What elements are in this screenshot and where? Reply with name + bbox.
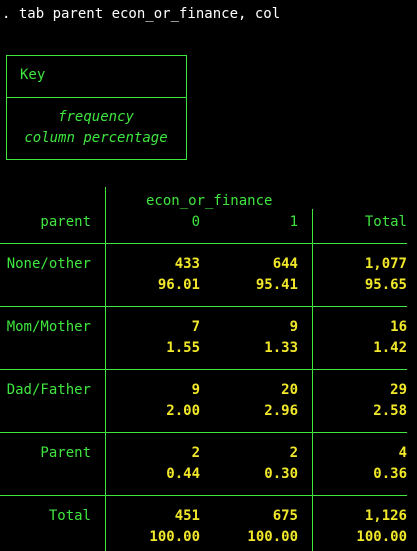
row-rule-1 bbox=[0, 306, 407, 307]
cell-pct-total: 100.00 bbox=[307, 529, 407, 545]
cell-pct-total: 1.42 bbox=[307, 340, 407, 356]
cell-freq: 451 bbox=[120, 508, 200, 524]
key-line-frequency: frequency bbox=[6, 109, 186, 125]
cell-freq: 9 bbox=[218, 319, 298, 335]
key-box-right-border bbox=[186, 55, 187, 160]
cell-pct: 100.00 bbox=[218, 529, 298, 545]
row-variable-header: parent bbox=[0, 214, 91, 230]
row-label-total: Total bbox=[0, 508, 91, 524]
cell-freq: 9 bbox=[120, 382, 200, 398]
cell-pct: 2.00 bbox=[120, 403, 200, 419]
cell-pct: 1.33 bbox=[218, 340, 298, 356]
cell-pct-total: 0.36 bbox=[307, 466, 407, 482]
command-line: . tab parent econ_or_finance, col bbox=[2, 6, 280, 22]
header-rule bbox=[0, 243, 407, 244]
row-label-none-other: None/other bbox=[0, 256, 91, 272]
cell-freq: 644 bbox=[218, 256, 298, 272]
key-box-top-border bbox=[6, 55, 186, 56]
cell-freq-total: 1,126 bbox=[307, 508, 407, 524]
cell-freq-total: 4 bbox=[307, 445, 407, 461]
cell-freq: 7 bbox=[120, 319, 200, 335]
cell-pct: 96.01 bbox=[120, 277, 200, 293]
row-rule-4 bbox=[0, 495, 407, 496]
column-variable-header: econ_or_finance bbox=[146, 193, 272, 209]
row-rule-2 bbox=[0, 369, 407, 370]
cell-freq-total: 29 bbox=[307, 382, 407, 398]
key-box-divider bbox=[6, 97, 186, 98]
column-header-1: 1 bbox=[238, 214, 298, 230]
cell-freq: 433 bbox=[120, 256, 200, 272]
column-header-0: 0 bbox=[140, 214, 200, 230]
key-box-bottom-border bbox=[6, 159, 186, 160]
cell-pct: 1.55 bbox=[120, 340, 200, 356]
row-label-dad-father: Dad/Father bbox=[0, 382, 91, 398]
row-rule-3 bbox=[0, 432, 407, 433]
row-label-mom-mother: Mom/Mother bbox=[0, 319, 91, 335]
column-header-total: Total bbox=[327, 214, 407, 230]
cell-freq: 20 bbox=[218, 382, 298, 398]
cell-freq-total: 1,077 bbox=[307, 256, 407, 272]
cell-freq: 675 bbox=[218, 508, 298, 524]
cell-freq: 2 bbox=[218, 445, 298, 461]
cell-pct-total: 2.58 bbox=[307, 403, 407, 419]
row-label-parent: Parent bbox=[0, 445, 91, 461]
cell-pct: 0.44 bbox=[120, 466, 200, 482]
cell-pct: 95.41 bbox=[218, 277, 298, 293]
cell-pct: 100.00 bbox=[120, 529, 200, 545]
cell-pct: 2.96 bbox=[218, 403, 298, 419]
key-title: Key bbox=[20, 67, 45, 83]
cell-freq: 2 bbox=[120, 445, 200, 461]
key-line-column-percentage: column percentage bbox=[6, 130, 186, 146]
cell-freq-total: 16 bbox=[307, 319, 407, 335]
cell-pct: 0.30 bbox=[218, 466, 298, 482]
cell-pct-total: 95.65 bbox=[307, 277, 407, 293]
